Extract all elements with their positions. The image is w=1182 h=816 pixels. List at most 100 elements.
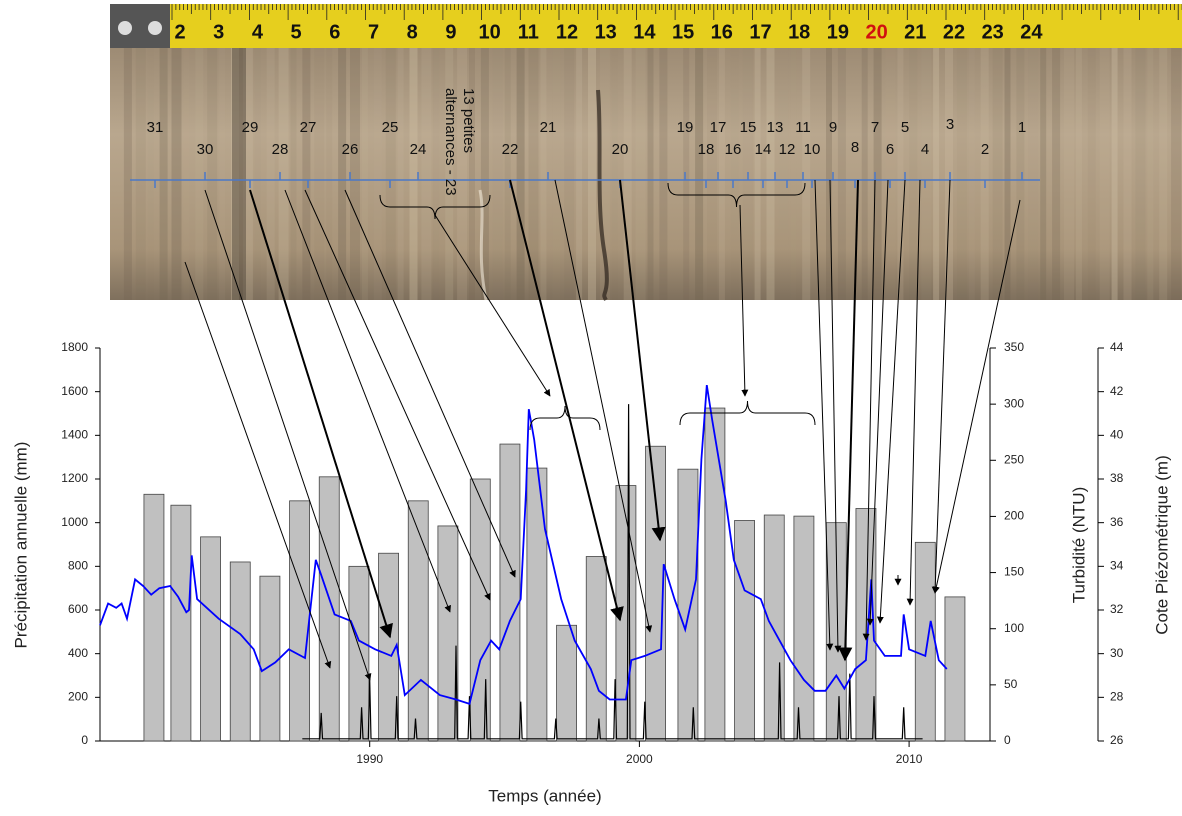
- core-layer: [421, 48, 432, 300]
- layer-label: 12: [779, 141, 796, 158]
- tape-number: 17: [749, 21, 771, 43]
- core-layer: [123, 48, 132, 300]
- y3-tick-label: 34: [1110, 559, 1124, 573]
- layer-label: 19: [677, 119, 694, 136]
- arrow: [876, 179, 906, 624]
- y2-tick-label: 100: [1004, 621, 1024, 635]
- arrow: [204, 189, 372, 681]
- tape-number: 6: [329, 21, 340, 43]
- core-layer: [255, 48, 261, 300]
- precipitation-bar: [469, 478, 491, 742]
- core-layer: [921, 48, 932, 300]
- y3-tick-label: 26: [1110, 733, 1124, 747]
- layer-label: 25: [382, 119, 399, 136]
- core-layer: [957, 48, 967, 300]
- layer-label: 2: [981, 141, 989, 158]
- bracket: [379, 194, 491, 220]
- core-layer: [373, 48, 382, 300]
- layer-label: 29: [242, 119, 259, 136]
- core-layer: [242, 48, 253, 300]
- tape-number: 21: [904, 21, 926, 43]
- core-layer: [837, 48, 846, 300]
- layer-label: 18: [698, 141, 715, 158]
- x-tick-label: 2010: [896, 752, 923, 766]
- core-layer: [195, 48, 204, 300]
- core-layer: [826, 48, 832, 300]
- core-layer: [148, 48, 154, 300]
- precipitation-bar: [200, 536, 221, 742]
- tape-number: 20: [865, 21, 887, 43]
- layer-label: 24: [410, 141, 427, 158]
- arrow: [866, 179, 889, 626]
- layer-label: 8: [851, 139, 859, 156]
- layer-label: 15: [740, 119, 757, 136]
- core-layer: [171, 48, 182, 300]
- arrow: [838, 179, 859, 662]
- core-layer: [933, 48, 940, 300]
- layer-label: 6: [886, 141, 894, 158]
- precipitation-bar: [170, 504, 192, 742]
- core-layer: [588, 48, 596, 300]
- core-layer: [754, 48, 761, 300]
- core-layer: [647, 48, 654, 300]
- arrow: [906, 179, 921, 606]
- core-layer: [1040, 48, 1047, 300]
- layer-label: 3: [946, 116, 954, 133]
- y2-tick-label: 50: [1004, 677, 1018, 691]
- tape-number: 9: [445, 21, 456, 43]
- core-layer: [1004, 48, 1011, 300]
- arrow: [829, 179, 842, 653]
- core-layer: [612, 48, 618, 300]
- core-layer: [790, 48, 796, 300]
- core-layer: [576, 48, 583, 300]
- tape-hole: [148, 21, 162, 35]
- core-layer: [1123, 48, 1132, 300]
- y-tick-label: 400: [68, 646, 88, 660]
- precipitation-bar: [259, 575, 281, 742]
- layer-label: 17: [710, 119, 727, 136]
- precipitation-bar: [499, 443, 521, 742]
- core-layer: [433, 48, 439, 300]
- piezometric-line: [99, 384, 948, 706]
- plot-area: [99, 384, 966, 742]
- core-layer: [314, 48, 325, 300]
- core-layer: [695, 48, 704, 300]
- core-layer: [897, 48, 904, 300]
- arrow: [304, 189, 491, 601]
- core-layer: [207, 48, 218, 300]
- y3-tick-label: 28: [1110, 690, 1124, 704]
- y-tick-label: 1200: [61, 471, 88, 485]
- core-layer: [766, 48, 775, 300]
- core-layer: [1171, 48, 1182, 300]
- bracket: [667, 182, 806, 208]
- core-layer: [135, 48, 146, 300]
- tape-number: 15: [672, 21, 694, 43]
- y3-axis-title: Cote Piézométrique (m): [1152, 455, 1171, 635]
- y-tick-label: 0: [81, 733, 88, 747]
- arrow: [509, 179, 624, 622]
- core-layer: [338, 48, 347, 300]
- arrow: [814, 179, 834, 651]
- tape-number: 5: [291, 21, 302, 43]
- y3-tick-label: 40: [1110, 428, 1124, 442]
- layer-label: 28: [272, 141, 289, 158]
- arrow: [184, 261, 332, 669]
- layer-label: 5: [901, 119, 909, 136]
- tape-number: 10: [478, 21, 500, 43]
- core-layer: [659, 48, 668, 300]
- arrow: [249, 189, 393, 639]
- layer-label: 10: [804, 141, 821, 158]
- axes: Temps (année) Précipitation annuelle (mm…: [11, 340, 1171, 805]
- core-layer: [1135, 48, 1146, 300]
- y3-tick-label: 30: [1110, 646, 1124, 660]
- core-layer: [980, 48, 989, 300]
- y-tick-label: 1000: [61, 515, 88, 529]
- tape-ticks: [171, 4, 1182, 20]
- tape-number: 8: [407, 21, 418, 43]
- layer-label: 4: [921, 141, 929, 158]
- y-tick-label: 1400: [61, 428, 88, 442]
- core-layer: [552, 48, 560, 300]
- core-layer: [266, 48, 275, 300]
